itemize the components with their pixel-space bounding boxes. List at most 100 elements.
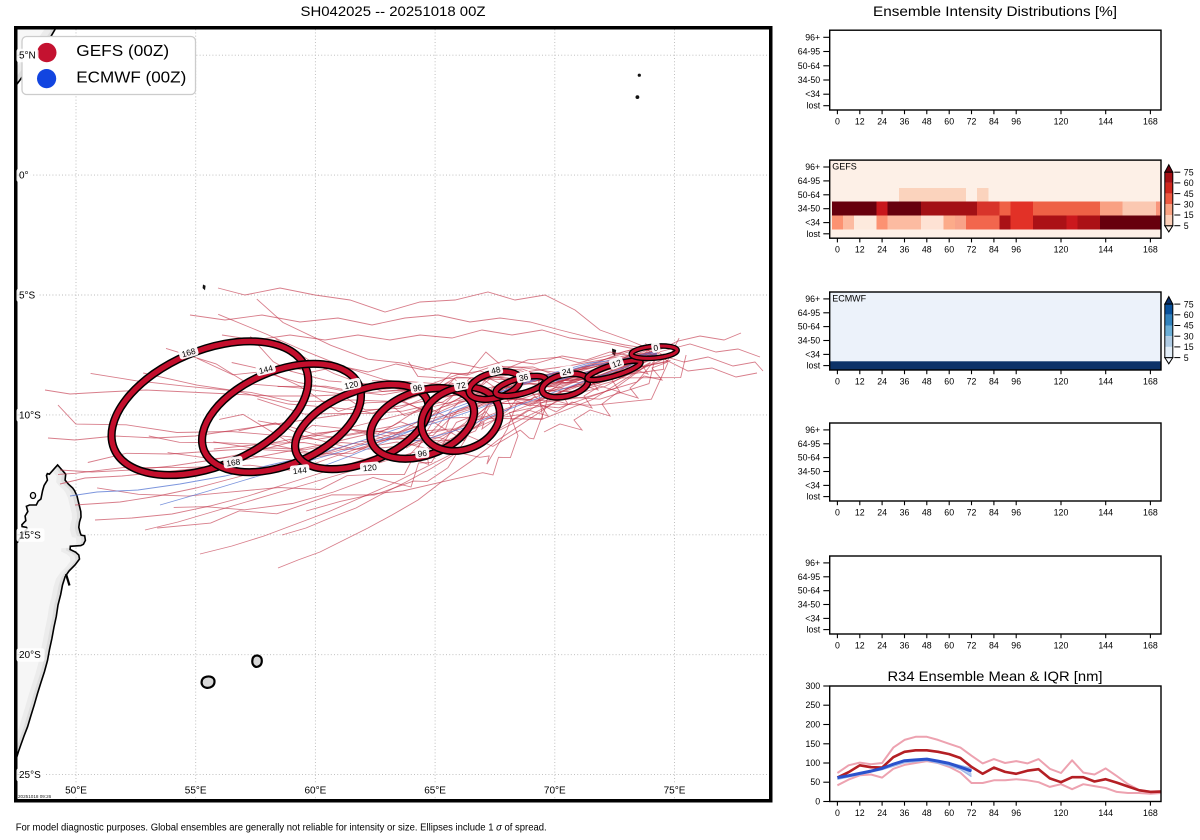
svg-text:48: 48 [922, 508, 932, 518]
svg-text:0: 0 [653, 342, 659, 353]
svg-text:60°E: 60°E [305, 786, 327, 797]
svg-text:60: 60 [944, 808, 954, 818]
svg-text:120: 120 [1054, 377, 1069, 387]
svg-text:36: 36 [900, 377, 910, 387]
svg-text:60: 60 [944, 117, 954, 127]
svg-text:36: 36 [900, 641, 910, 651]
svg-text:lost: lost [806, 361, 820, 371]
svg-text:34-50: 34-50 [798, 336, 821, 346]
svg-text:50: 50 [810, 777, 820, 787]
svg-text:96: 96 [1011, 508, 1021, 518]
svg-text:48: 48 [922, 641, 932, 651]
svg-text:72: 72 [967, 508, 977, 518]
svg-text:75: 75 [1184, 167, 1194, 177]
svg-text:24: 24 [561, 366, 572, 378]
svg-text:72: 72 [455, 379, 467, 391]
svg-text:144: 144 [258, 363, 274, 376]
svg-text:50-64: 50-64 [798, 61, 821, 71]
svg-text:24: 24 [877, 117, 887, 127]
svg-text:34-50: 34-50 [798, 600, 821, 610]
svg-text:lost: lost [806, 492, 820, 502]
svg-text:144: 144 [292, 465, 307, 476]
svg-text:<34: <34 [805, 480, 820, 490]
svg-text:60: 60 [944, 641, 954, 651]
svg-text:96: 96 [1011, 245, 1021, 255]
svg-text:12: 12 [855, 641, 865, 651]
svg-text:55°E: 55°E [185, 786, 207, 797]
svg-text:168: 168 [1143, 117, 1158, 127]
svg-text:36: 36 [900, 245, 910, 255]
svg-text:5: 5 [1184, 353, 1189, 363]
svg-text:84: 84 [989, 245, 999, 255]
svg-text:lost: lost [806, 625, 820, 635]
svg-text:0: 0 [835, 117, 840, 127]
svg-text:96+: 96+ [805, 32, 820, 42]
svg-text:120: 120 [1054, 808, 1069, 818]
svg-text:120: 120 [1054, 245, 1069, 255]
svg-text:168: 168 [1143, 245, 1158, 255]
svg-text:5: 5 [1184, 221, 1189, 231]
svg-text:ECMWF: ECMWF [832, 294, 866, 304]
svg-text:24: 24 [877, 245, 887, 255]
svg-text:48: 48 [922, 808, 932, 818]
svg-text:84: 84 [989, 508, 999, 518]
svg-text:60: 60 [944, 508, 954, 518]
svg-text:<34: <34 [805, 218, 820, 228]
svg-text:72: 72 [967, 245, 977, 255]
svg-text:45: 45 [1184, 189, 1194, 199]
svg-text:5°S: 5°S [19, 291, 36, 302]
svg-text:15°S: 15°S [19, 530, 41, 541]
svg-text:96+: 96+ [805, 425, 820, 435]
svg-text:144: 144 [1098, 808, 1113, 818]
svg-text:0: 0 [815, 797, 820, 807]
svg-text:50-64: 50-64 [798, 586, 821, 596]
svg-text:84: 84 [989, 117, 999, 127]
svg-text:ECMWF (00Z): ECMWF (00Z) [76, 70, 186, 87]
svg-text:36: 36 [518, 371, 530, 383]
svg-text:36: 36 [900, 808, 910, 818]
svg-text:25°S: 25°S [19, 770, 41, 781]
svg-text:20°S: 20°S [19, 650, 41, 661]
svg-text:24: 24 [877, 641, 887, 651]
svg-text:48: 48 [922, 377, 932, 387]
svg-text:120: 120 [1054, 508, 1069, 518]
svg-text:0°: 0° [19, 171, 29, 182]
svg-text:64-95: 64-95 [798, 308, 821, 318]
svg-text:250: 250 [806, 700, 821, 710]
svg-text:72: 72 [967, 377, 977, 387]
svg-text:70°E: 70°E [544, 786, 566, 797]
svg-text:For model diagnostic purposes.: For model diagnostic purposes. Global en… [16, 823, 547, 834]
svg-text:64-95: 64-95 [798, 439, 821, 449]
svg-text:120: 120 [343, 378, 359, 391]
svg-text:Ensemble Intensity Distributio: Ensemble Intensity Distributions [%] [873, 3, 1117, 19]
svg-text:96: 96 [1011, 117, 1021, 127]
svg-text:144: 144 [1098, 245, 1113, 255]
svg-text:60: 60 [944, 245, 954, 255]
svg-text:36: 36 [900, 508, 910, 518]
svg-text:64-95: 64-95 [798, 572, 821, 582]
svg-text:100: 100 [806, 758, 821, 768]
svg-text:96: 96 [1011, 377, 1021, 387]
svg-text:0: 0 [835, 377, 840, 387]
svg-text:34-50: 34-50 [798, 204, 821, 214]
svg-text:60: 60 [1184, 310, 1194, 320]
svg-text:GEFS (00Z): GEFS (00Z) [76, 43, 169, 60]
svg-text:75: 75 [1184, 299, 1194, 309]
svg-text:48: 48 [490, 364, 502, 376]
svg-text:168: 168 [1143, 508, 1158, 518]
svg-text:120: 120 [362, 462, 377, 473]
svg-text:72: 72 [967, 117, 977, 127]
svg-text:0: 0 [835, 245, 840, 255]
svg-text:48: 48 [922, 117, 932, 127]
svg-text:<34: <34 [805, 613, 820, 623]
svg-text:60: 60 [1184, 178, 1194, 188]
svg-text:15: 15 [1184, 210, 1194, 220]
svg-text:SH042025 -- 20251018 00Z: SH042025 -- 20251018 00Z [301, 3, 486, 19]
svg-text:30: 30 [1184, 331, 1194, 341]
svg-text:lost: lost [806, 101, 820, 111]
svg-text:34-50: 34-50 [798, 467, 821, 477]
svg-text:15: 15 [1184, 342, 1194, 352]
svg-text:12: 12 [855, 808, 865, 818]
svg-text:30: 30 [1184, 200, 1194, 210]
svg-text:36: 36 [900, 117, 910, 127]
